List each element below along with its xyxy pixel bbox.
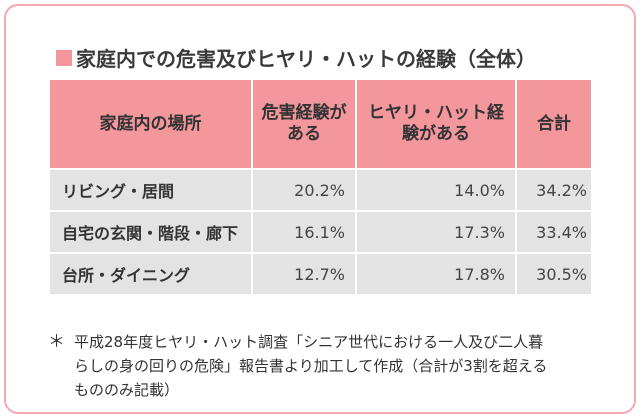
cell-place: 台所・ダイニング <box>50 254 253 294</box>
cell-harm: 20.2% <box>252 170 357 210</box>
source-note: ＊ 平成28年度ヒヤリ・ハット調査「シニア世代における一人及び二人暮らしの身の回… <box>48 330 548 402</box>
title-square-marker-icon <box>56 49 72 66</box>
experience-table: 家庭内の場所 危害経験がある ヒヤリ・ハット経験がある 合計 リビング・居間 2… <box>50 80 591 294</box>
cell-total: 34.2% <box>516 170 591 210</box>
source-note-text: 平成28年度ヒヤリ・ハット調査「シニア世代における一人及び二人暮らしの身の回りの… <box>74 333 548 399</box>
header-harm: 危害経験がある <box>252 80 357 168</box>
table-header-row: 家庭内の場所 危害経験がある ヒヤリ・ハット経験がある 合計 <box>50 80 591 168</box>
cell-total: 33.4% <box>516 212 591 252</box>
asterisk-icon: ＊ <box>48 332 65 352</box>
cell-hiyari: 17.8% <box>356 254 517 294</box>
chart-title: 家庭内での危害及びヒヤリ・ハットの経験（全体） <box>56 43 536 72</box>
cell-harm: 12.7% <box>252 254 357 294</box>
table-row: 台所・ダイニング 12.7% 17.8% 30.5% <box>50 254 591 294</box>
header-total: 合計 <box>516 80 591 168</box>
cell-harm: 16.1% <box>252 212 357 252</box>
cell-hiyari: 17.3% <box>356 212 517 252</box>
cell-place: 自宅の玄関・階段・廊下 <box>50 212 253 252</box>
table-row: 自宅の玄関・階段・廊下 16.1% 17.3% 33.4% <box>50 212 591 252</box>
cell-total: 30.5% <box>516 254 591 294</box>
cell-hiyari: 14.0% <box>356 170 517 210</box>
title-text: 家庭内での危害及びヒヤリ・ハットの経験（全体） <box>76 47 536 71</box>
header-place: 家庭内の場所 <box>50 80 253 168</box>
header-hiyari: ヒヤリ・ハット経験がある <box>356 80 517 168</box>
table-row: リビング・居間 20.2% 14.0% 34.2% <box>50 170 591 210</box>
cell-place: リビング・居間 <box>50 170 253 210</box>
